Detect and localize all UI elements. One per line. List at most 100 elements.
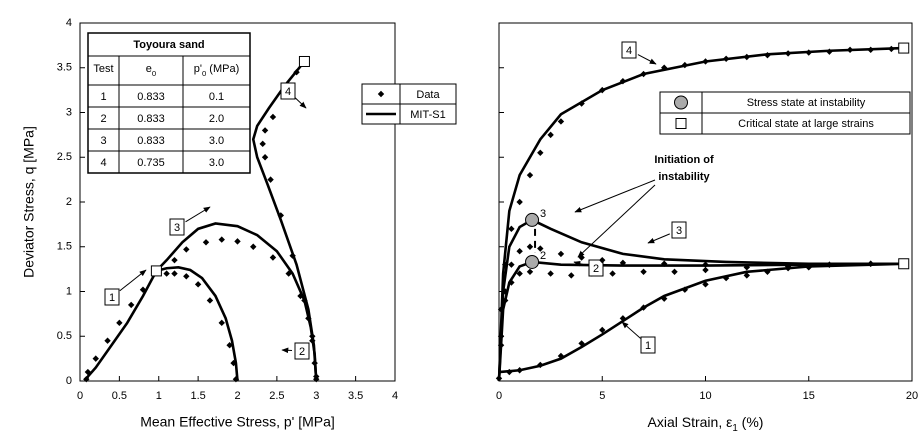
- x-axis-label: Mean Effective Stress, p' [MPa]: [140, 414, 335, 430]
- annotation: instability: [658, 171, 710, 183]
- callout-box: [104, 288, 120, 306]
- x-tick-label: 15: [803, 390, 815, 402]
- data-point: [202, 239, 210, 246]
- data-point: [259, 140, 266, 148]
- model-line: [497, 218, 904, 382]
- text-part: (%): [738, 414, 764, 430]
- table-cell: 1: [100, 91, 106, 103]
- data-point: [702, 261, 709, 268]
- text-part: e: [146, 63, 152, 75]
- x-tick-label: 2.5: [269, 390, 284, 402]
- plot-frame: [498, 22, 913, 382]
- data-point: [508, 225, 515, 233]
- data-point: [116, 319, 123, 327]
- data-point: [557, 118, 565, 125]
- data-point: [194, 281, 202, 288]
- data-point: [568, 272, 575, 279]
- x-tick-label: 1.5: [190, 390, 205, 402]
- instability-point: [525, 212, 540, 227]
- data-point: [609, 270, 616, 277]
- x-tick-label: 10: [699, 390, 711, 402]
- text-part: 0: [202, 69, 206, 78]
- data-point: [516, 270, 523, 277]
- model-line: [498, 262, 904, 374]
- x-axis-label: Axial Strain, ε1 (%): [648, 414, 764, 434]
- y-tick-label: 0.5: [57, 330, 72, 342]
- data-point: [599, 256, 606, 264]
- data-point: [261, 127, 269, 134]
- instability-point: [525, 254, 540, 269]
- legend-label: Stress state at instability: [747, 97, 866, 109]
- x-tick-label: 2: [234, 390, 240, 402]
- table-cell: 0.833: [137, 135, 165, 147]
- data-point: [127, 301, 135, 309]
- callout-label: 1: [645, 340, 651, 352]
- model-line: [497, 260, 904, 382]
- table-cell: 3.0: [209, 135, 224, 147]
- x-tick-label: 1: [156, 390, 162, 402]
- text-part: (MPa): [206, 63, 239, 75]
- critical-state-point: [898, 258, 910, 270]
- callout-box: [640, 336, 656, 354]
- data-point: [526, 243, 534, 250]
- data-point: [516, 198, 523, 206]
- data-point: [671, 268, 678, 276]
- callout-arrow: [573, 260, 587, 267]
- data-point: [267, 176, 274, 183]
- callout-arrow: [621, 321, 641, 339]
- annotation-arrow: [574, 179, 656, 213]
- data-point: [702, 266, 709, 274]
- text-part: p': [194, 63, 202, 75]
- data-point: [661, 64, 668, 71]
- table-header: p'0 (MPa): [194, 63, 240, 78]
- table-cell: 3: [100, 135, 106, 147]
- annotation: Initiation of: [654, 154, 714, 166]
- callout-label: 2: [299, 346, 305, 358]
- data-point: [171, 256, 178, 264]
- model-line: [155, 222, 318, 382]
- y-tick-label: 3: [66, 106, 72, 118]
- data-point: [92, 355, 99, 362]
- y-tick-label: 0: [66, 375, 72, 387]
- y-axis-label: Deviator Stress, q [MPa]: [21, 126, 37, 278]
- data-point: [516, 248, 523, 255]
- callout-label: 3: [676, 225, 682, 237]
- table-header: e0: [146, 63, 156, 78]
- text-part: 0: [152, 69, 156, 78]
- x-tick-label: 0: [496, 390, 502, 402]
- text-part: Axial Strain, ε: [648, 414, 733, 430]
- x-tick-label: 20: [906, 390, 918, 402]
- callout-label: 1: [109, 292, 115, 304]
- model-line: [85, 270, 158, 382]
- data-point: [218, 319, 225, 327]
- data-point: [261, 154, 269, 161]
- data-point: [234, 238, 241, 245]
- data-point: [537, 245, 544, 252]
- table-cell: 3.0: [209, 157, 224, 169]
- data-point: [743, 272, 750, 279]
- data-point: [702, 281, 709, 288]
- model-line: [156, 266, 239, 382]
- instability-label: 3: [540, 208, 546, 220]
- y-tick-label: 1.5: [57, 241, 72, 253]
- legend-swatch: [377, 90, 385, 98]
- table-cell: 4: [100, 157, 106, 169]
- callout-arrow: [294, 97, 307, 109]
- callout-label: 2: [593, 263, 599, 275]
- legend-label: MIT-S1: [410, 109, 445, 121]
- legend-label: Data: [416, 89, 440, 101]
- x-tick-label: 3.5: [348, 390, 363, 402]
- legend-swatch: [674, 95, 688, 110]
- annotation-arrow: [577, 184, 656, 258]
- data-point: [557, 352, 565, 360]
- callout-arrow: [185, 206, 211, 223]
- callout-box: [671, 221, 687, 239]
- data-point: [537, 149, 544, 156]
- data-point: [171, 270, 178, 277]
- x-tick-label: 5: [599, 390, 605, 402]
- y-tick-label: 4: [66, 17, 72, 29]
- legend-label: Critical state at large strains: [738, 118, 874, 130]
- data-point: [104, 337, 111, 344]
- data-point: [578, 340, 585, 347]
- y-tick-label: 2: [66, 196, 72, 208]
